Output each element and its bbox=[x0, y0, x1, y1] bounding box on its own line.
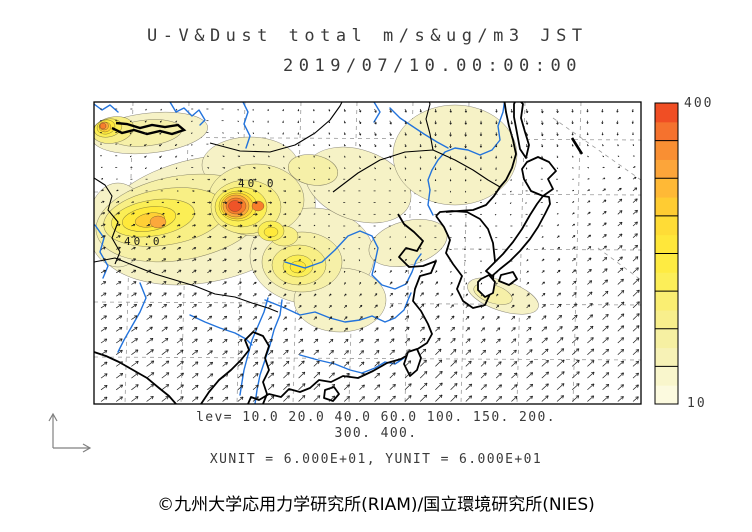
borders-layer bbox=[94, 102, 501, 313]
plot-title: U-V&Dust total m/s&ug/m3 JST bbox=[147, 26, 588, 46]
contour-label-40-north: 40.0 bbox=[238, 177, 277, 190]
map-frame bbox=[93, 101, 642, 405]
wind-arrows-layer bbox=[100, 108, 640, 402]
contour-levels-legend-line2: 300. 400. bbox=[334, 426, 418, 441]
contour-levels-legend-line1: lev= 10.0 20.0 40.0 60.0 100. 150. 200. bbox=[196, 410, 556, 425]
vector-units-legend: XUNIT = 6.000E+01, YUNIT = 6.000E+01 bbox=[209, 452, 543, 467]
colorbar bbox=[654, 102, 679, 405]
colorbar-min-label: 10 bbox=[687, 396, 707, 411]
axes-indicator bbox=[48, 412, 92, 453]
colorbar-max-label: 400 bbox=[684, 96, 714, 111]
lake-outline bbox=[111, 121, 187, 136]
rivers-layer bbox=[94, 102, 506, 404]
contour-label-40-west: 40.0 bbox=[124, 235, 163, 248]
plot-timestamp: 2019/07/10.00:00:00 bbox=[283, 56, 582, 76]
map-layers bbox=[94, 102, 641, 404]
copyright-text: ©九州大学応用力学研究所(RIAM)/国立環境研究所(NIES) bbox=[157, 495, 595, 515]
coastlines-layer bbox=[94, 102, 584, 404]
dust-contour-layer bbox=[94, 104, 539, 333]
